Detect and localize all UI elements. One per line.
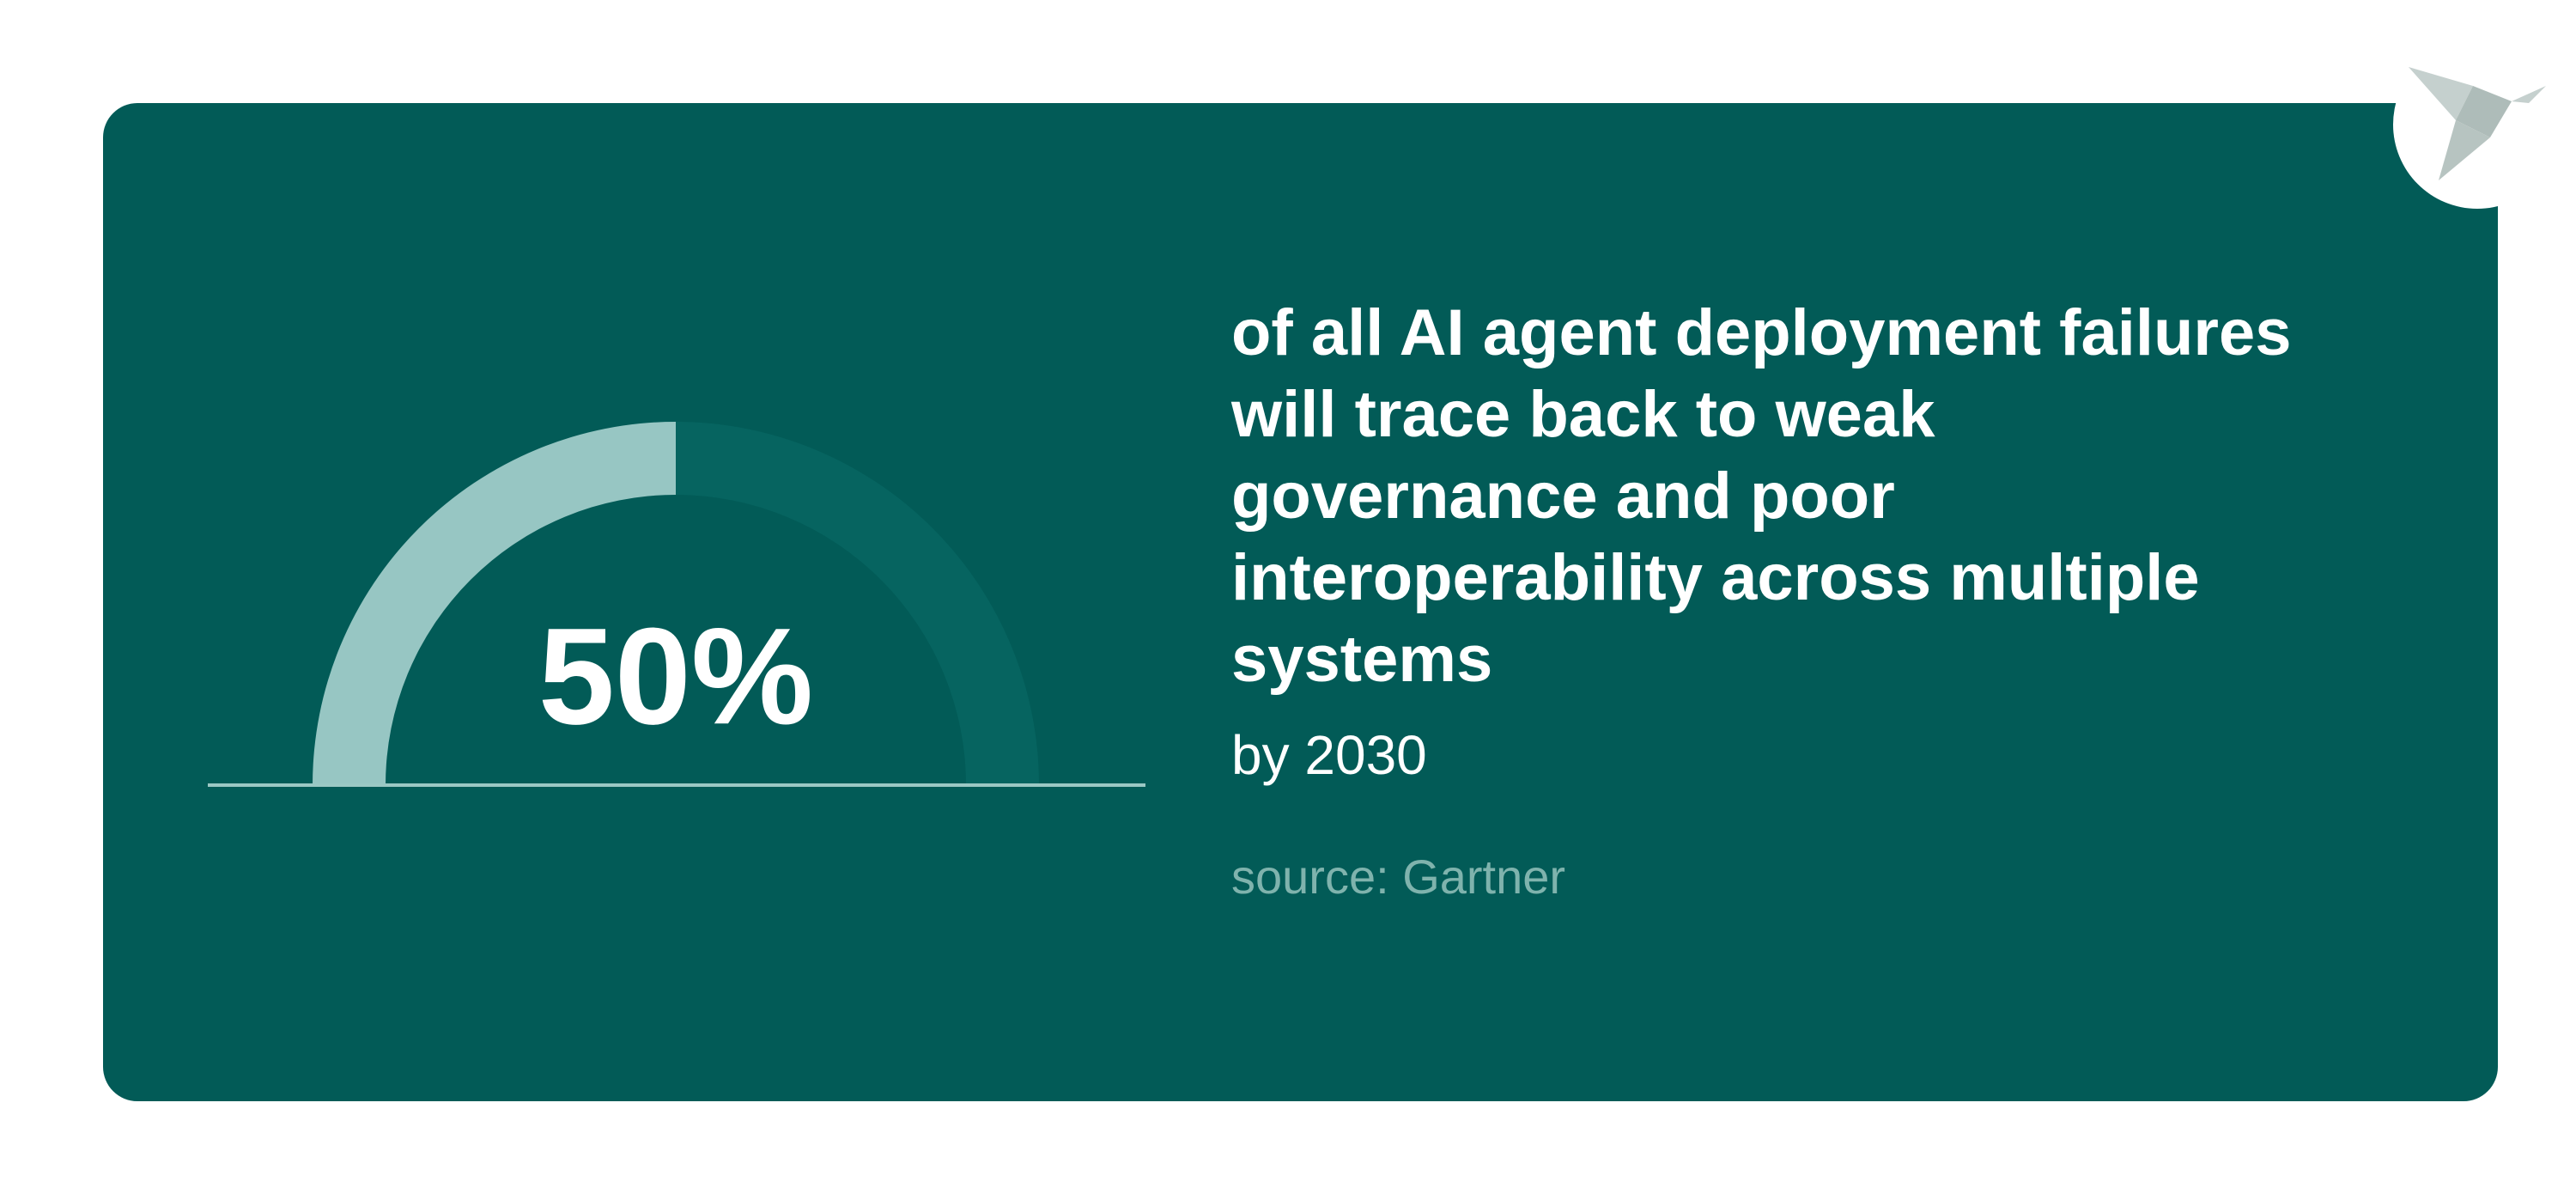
logo-wing — [2409, 67, 2473, 120]
subtitle: by 2030 — [1231, 724, 1427, 786]
gauge-track — [676, 422, 1039, 785]
logo-tail — [2439, 120, 2490, 180]
source: source: Gartner — [1231, 850, 1566, 904]
logo — [2393, 40, 2561, 209]
value-label: 50% — [538, 599, 813, 752]
logo-head — [2512, 86, 2546, 103]
gauge-value — [313, 422, 676, 785]
card — [103, 103, 2498, 1101]
statement: of all AI agent deployment failures will… — [1231, 296, 2292, 696]
logo-body — [2456, 86, 2512, 137]
